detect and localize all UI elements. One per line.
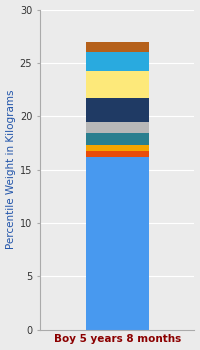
Bar (86, 145, 149, 151)
Bar (86, 71, 149, 98)
Y-axis label: Percentile Weight in Kilograms: Percentile Weight in Kilograms (6, 90, 16, 249)
Bar (86, 52, 149, 71)
Bar (86, 151, 149, 157)
Bar (86, 98, 149, 122)
Bar (86, 122, 149, 133)
Bar (86, 42, 149, 52)
Bar (86, 157, 149, 330)
Bar (86, 133, 149, 145)
